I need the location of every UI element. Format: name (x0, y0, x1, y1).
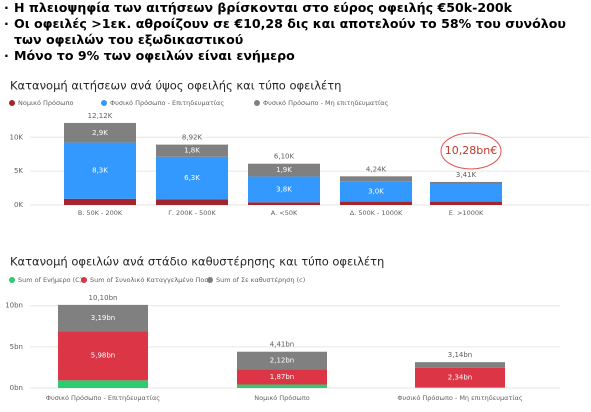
bullet: · Οι οφειλές >1εκ. αθροίζουν σε €10,28 δι… (4, 16, 589, 48)
legend-label: Sum of Ενήμερο (C) (18, 276, 82, 284)
legend-label: Φυσικό Πρόσωπο - Επιτηδευματίας (110, 99, 224, 107)
bar-segment (156, 199, 228, 205)
bullets: · Η πλειοψηφία των αιτήσεων βρίσκονται στ… (4, 0, 589, 64)
bar-segment (430, 201, 502, 205)
x-tick-label: Φυσικό Πρόσωπο - Επιτηδευματίας (46, 394, 160, 402)
annotation: 10,28bn€ (445, 144, 497, 157)
bullet: · Η πλειοψηφία των αιτήσεων βρίσκονται στ… (4, 0, 512, 15)
total-label: 8,92K (182, 134, 203, 142)
bar-segment (156, 144, 228, 157)
data-label: 8,3K (92, 167, 108, 175)
data-label: 3,19bn (91, 314, 115, 322)
data-label: 1,9K (276, 166, 292, 174)
data-label: 1,8K (184, 147, 200, 155)
data-label: 2,34bn (448, 374, 472, 382)
legend-swatch (81, 277, 87, 283)
bar-segment (64, 122, 136, 143)
x-tick-label: Ε. >1000K (449, 209, 484, 217)
x-tick-label: Νομικό Πρόσωπο (254, 394, 310, 402)
annotation-circle (440, 132, 502, 170)
data-label: 3,8K (276, 185, 292, 193)
y-tick-label: 0bn (10, 384, 23, 392)
bar-segment (340, 181, 412, 202)
bar-segment (58, 331, 148, 381)
bar-segment (64, 198, 136, 205)
bullet-text: Η πλειοψηφία των αιτήσεων βρίσκονται στο… (14, 0, 512, 15)
data-label: 5,98bn (91, 352, 115, 360)
legend-swatch (101, 100, 107, 106)
bullet-text: Οι οφειλές >1εκ. αθροίζουν σε €10,28 δις… (14, 16, 566, 47)
bar-segment (58, 304, 148, 332)
total-label: 12,12K (88, 112, 113, 120)
y-tick-label: 5K (14, 167, 23, 175)
bar-segment (415, 362, 505, 368)
legend-swatch (9, 277, 15, 283)
y-tick-label: 0K (14, 201, 23, 209)
data-label: 1,87bn (270, 373, 294, 381)
total-label: 4,41bn (270, 341, 294, 349)
bullet-text: Μόνο το 9% των οφειλών είναι ενήμερο (14, 48, 295, 63)
bar-segment (340, 176, 412, 182)
total-label: 4,24K (366, 165, 387, 173)
bar-segment (156, 156, 228, 200)
x-tick-label: Δ. 500K - 1000K (350, 209, 403, 217)
bar-segment (58, 380, 148, 388)
bar-segment (248, 202, 320, 205)
bar-segment (430, 184, 502, 202)
bullet: · Μόνο το 9% των οφειλών είναι ενήμερο (4, 48, 295, 63)
total-label: 6,10K (274, 153, 295, 161)
legend-label: Νομικό Πρόσωπο (18, 99, 74, 107)
total-label: 10,10bn (89, 294, 118, 302)
x-tick-label: Γ. 200K - 500K (168, 209, 216, 217)
x-tick-label: Α. <50K (271, 209, 298, 217)
bar-segment (415, 387, 505, 388)
data-label: 2,12bn (270, 356, 294, 364)
y-tick-label: 10bn (5, 302, 23, 310)
legend-label: Φυσικό Πρόσωπο - Μη επιτηδευματίας (263, 99, 389, 107)
bar-segment (430, 181, 502, 185)
total-label: 3,14bn (448, 351, 472, 359)
legend-swatch (9, 100, 15, 106)
data-label: 6,3K (184, 174, 200, 182)
legend-label: Sum of Σε καθυστέρηση (c) (216, 276, 305, 284)
bar-segment (64, 142, 136, 199)
chart-title: Κατανομή αιτήσεων ανά ύψος οφειλής και τ… (10, 79, 341, 93)
bar-segment (237, 351, 327, 370)
bar-segment (340, 201, 412, 205)
bar-segment (237, 369, 327, 385)
legend-swatch (207, 277, 213, 283)
legend-swatch (254, 100, 260, 106)
y-tick-label: 5bn (10, 343, 23, 351)
data-label: 3,0K (368, 187, 384, 195)
total-label: 3,41K (456, 171, 477, 179)
chart-title: Κατανομή οφειλών ανά στάδιο καθυστέρησης… (10, 255, 384, 269)
bar-segment (248, 163, 320, 177)
legend-label: Sum of Συνολικό Καταγγελμένο Ποσό (90, 276, 212, 284)
data-label: 2,9K (92, 129, 108, 137)
x-tick-label: Β. 50K - 200K (78, 209, 123, 217)
bar-segment (415, 367, 505, 388)
x-tick-label: Φυσικό Πρόσωπο - Μη επιτηδευματίας (397, 394, 523, 402)
y-tick-label: 10K (10, 133, 24, 141)
bar-segment (237, 384, 327, 388)
bar-segment (248, 176, 320, 203)
